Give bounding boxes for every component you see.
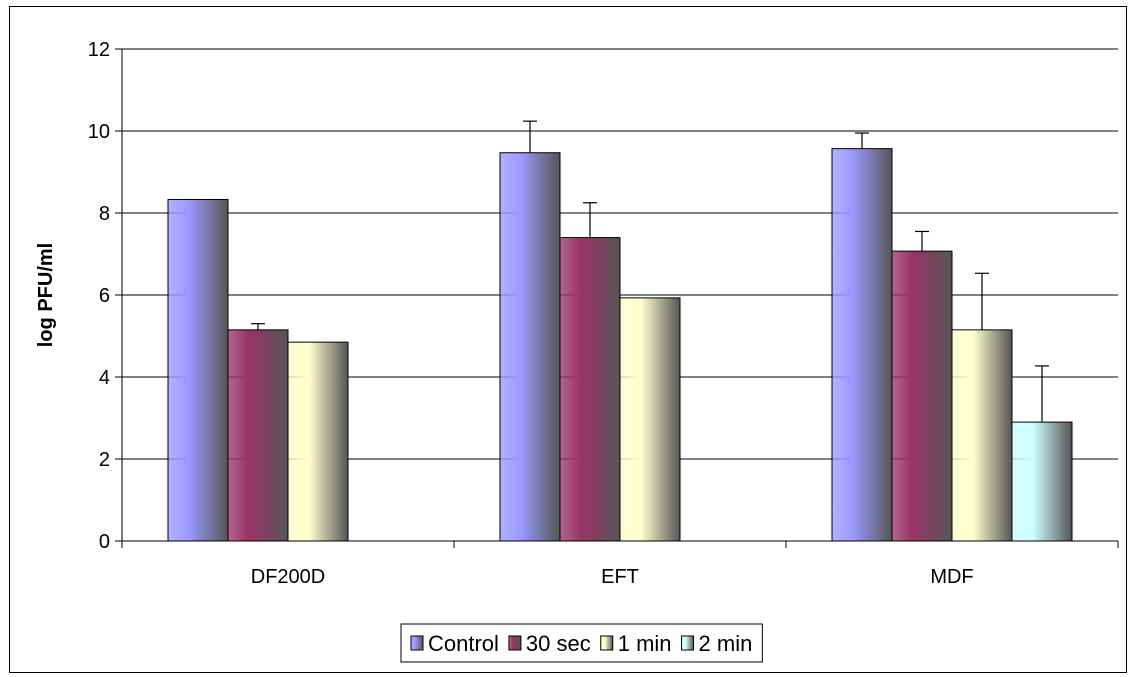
legend-swatch bbox=[410, 635, 424, 651]
x-category-label: MDF bbox=[930, 566, 973, 588]
y-tick-label: 6 bbox=[99, 285, 110, 307]
legend-swatch bbox=[600, 635, 614, 651]
bar-30-sec bbox=[227, 329, 289, 542]
y-tick-label: 8 bbox=[99, 203, 110, 225]
y-tick-label: 2 bbox=[99, 449, 110, 471]
legend-swatch bbox=[508, 635, 522, 651]
y-tick-label: 10 bbox=[88, 121, 110, 143]
legend-swatch bbox=[681, 635, 695, 651]
y-tick-label: 4 bbox=[99, 367, 110, 389]
legend-box bbox=[400, 623, 763, 663]
bar-control bbox=[167, 198, 229, 542]
bar-2-min bbox=[1011, 421, 1073, 542]
chart-frame: 0 2 4 6 8 10 12 DF200D EFT MDF log PFU/ml Control… bbox=[9, 6, 1127, 673]
legend-label: Control bbox=[428, 631, 499, 656]
bars bbox=[167, 120, 1073, 542]
legend-label: 30 sec bbox=[526, 631, 591, 656]
y-tick-label: 12 bbox=[88, 39, 110, 61]
bar-chart: 0 2 4 6 8 10 12 DF200D EFT MDF log PFU/ml Control… bbox=[35, 39, 1119, 663]
legend-label: 2 min bbox=[699, 631, 753, 656]
bar-control bbox=[831, 148, 893, 542]
bar-1-min bbox=[619, 297, 681, 542]
x-category-label: EFT bbox=[601, 566, 639, 588]
legend: Control 30 sec 1 min 2 min bbox=[400, 623, 763, 663]
bar-control bbox=[499, 152, 561, 542]
x-category-label: DF200D bbox=[251, 566, 325, 588]
bar-1-min bbox=[951, 329, 1013, 542]
bar-30-sec bbox=[891, 250, 953, 542]
bar-30-sec bbox=[559, 237, 621, 542]
axis-labels: 0 2 4 6 8 10 12 DF200D EFT MDF bbox=[88, 39, 974, 588]
bar-1-min bbox=[287, 341, 349, 542]
y-tick-label: 0 bbox=[99, 531, 110, 553]
y-axis-title: log PFU/ml bbox=[35, 243, 57, 347]
legend-label: 1 min bbox=[618, 631, 672, 656]
